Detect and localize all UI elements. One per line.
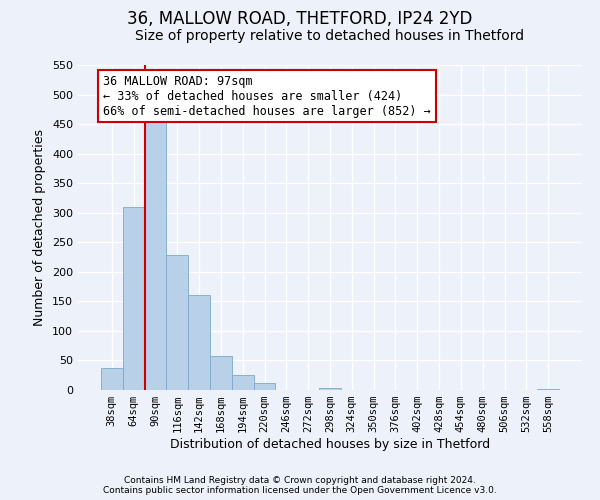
X-axis label: Distribution of detached houses by size in Thetford: Distribution of detached houses by size … [170,438,490,451]
Bar [166,256,188,390]
Bar [210,356,232,390]
Bar [254,383,275,390]
Text: 36 MALLOW ROAD: 97sqm
← 33% of detached houses are smaller (424)
66% of semi-det: 36 MALLOW ROAD: 97sqm ← 33% of detached … [103,74,431,118]
Bar [537,389,559,390]
Bar [188,296,210,390]
Text: Contains HM Land Registry data © Crown copyright and database right 2024.
Contai: Contains HM Land Registry data © Crown c… [103,476,497,495]
Bar [123,207,145,390]
Text: 36, MALLOW ROAD, THETFORD, IP24 2YD: 36, MALLOW ROAD, THETFORD, IP24 2YD [127,10,473,28]
Title: Size of property relative to detached houses in Thetford: Size of property relative to detached ho… [136,29,524,43]
Y-axis label: Number of detached properties: Number of detached properties [34,129,46,326]
Bar [232,374,254,390]
Bar [319,388,341,390]
Bar [145,120,166,390]
Bar [101,368,123,390]
